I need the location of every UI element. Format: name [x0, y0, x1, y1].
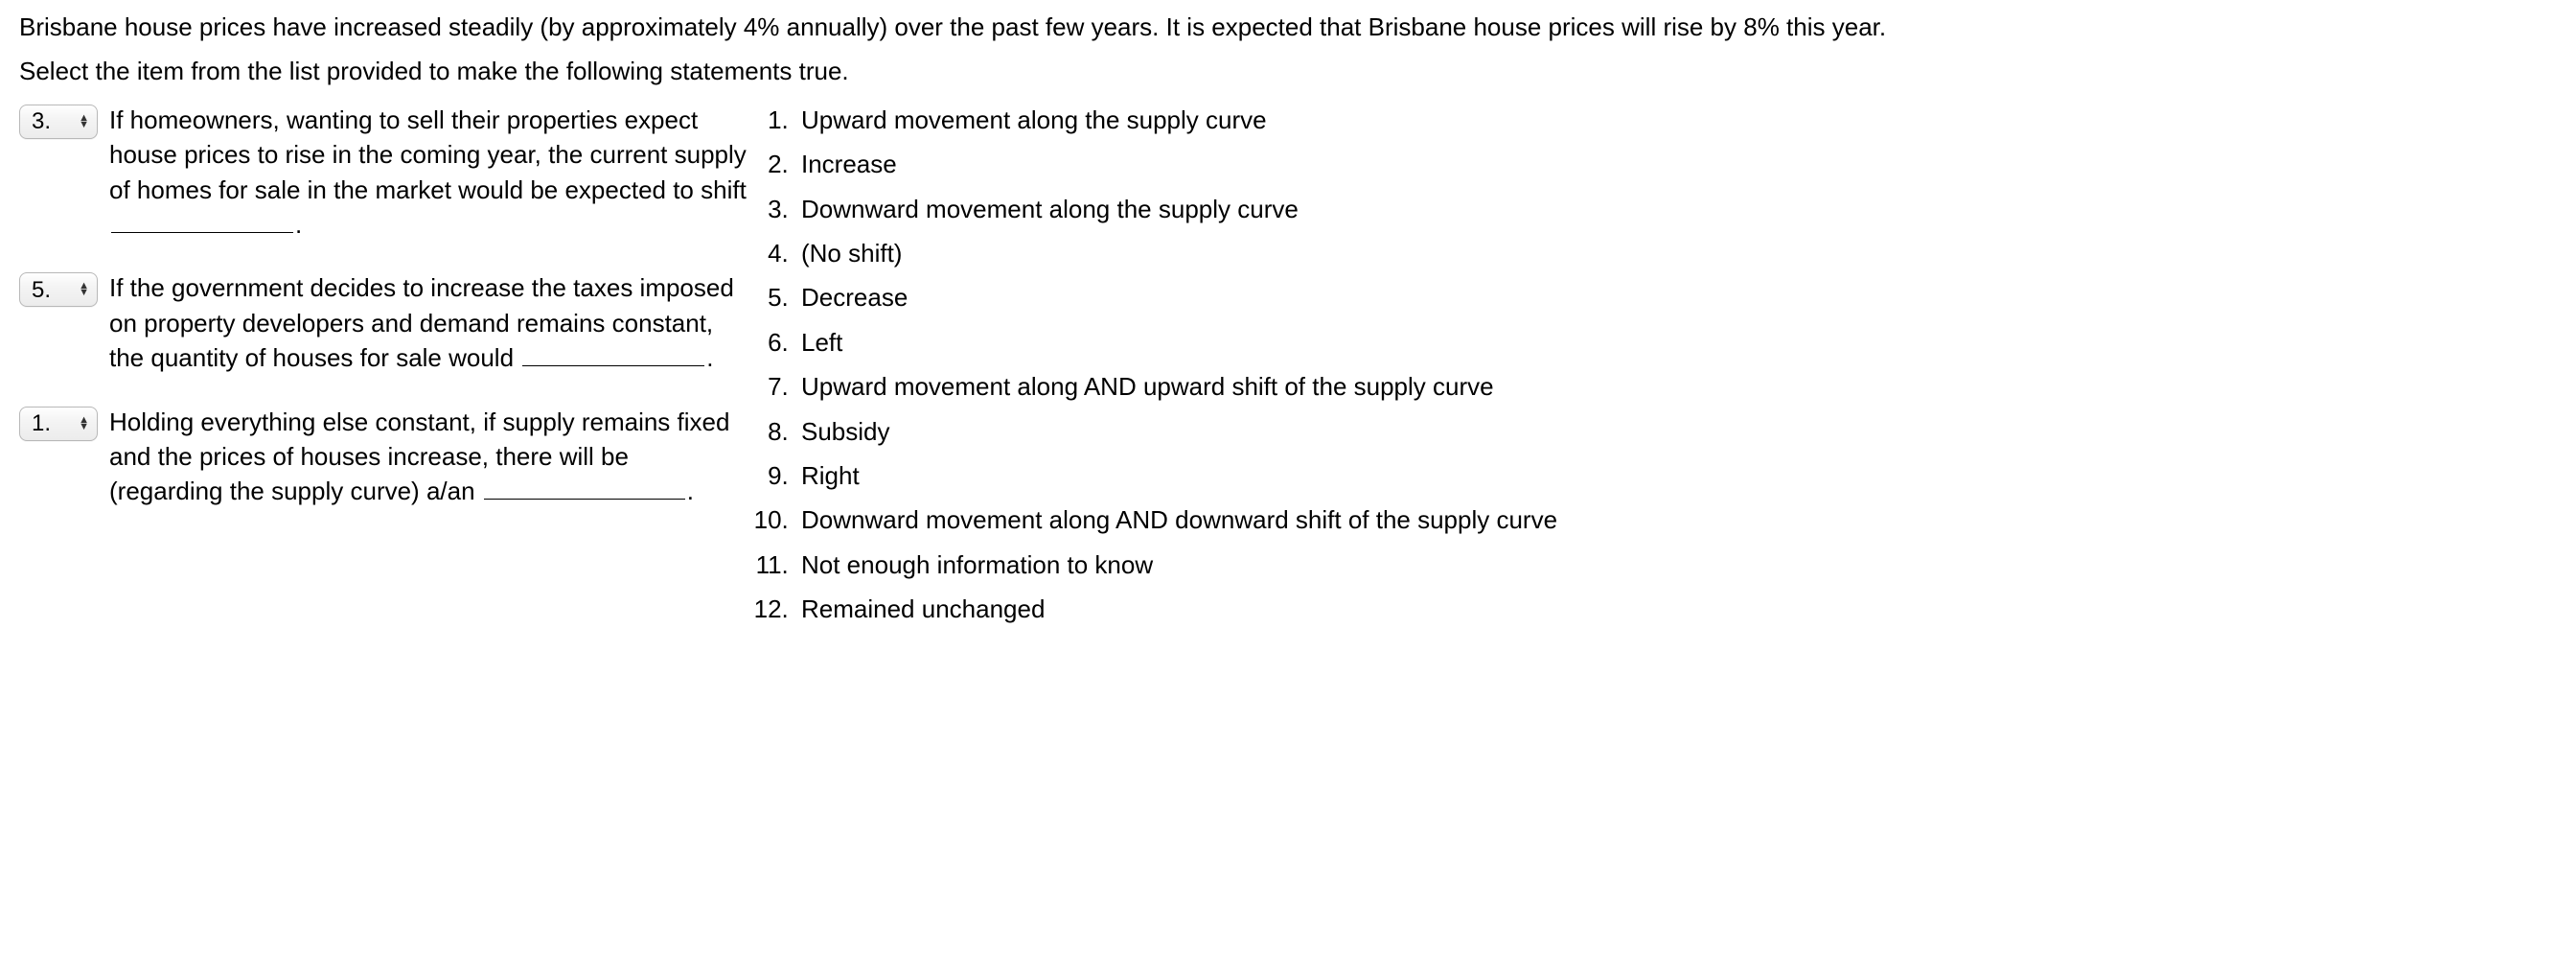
question-2-text: If the government decides to increase th… [109, 270, 748, 375]
main-columns: 3. ▲▼ If homeowners, wanting to sell the… [19, 103, 2557, 637]
answer-selector-2[interactable]: 5. ▲▼ [19, 272, 98, 307]
question-row-3: 1. ▲▼ Holding everything else constant, … [19, 405, 748, 509]
question-1-before: If homeowners, wanting to sell their pro… [109, 105, 747, 204]
question-row-2: 5. ▲▼ If the government decides to incre… [19, 270, 748, 375]
answer-selector-1[interactable]: 3. ▲▼ [19, 105, 98, 139]
intro-paragraph-2: Select the item from the list provided t… [19, 54, 2557, 88]
intro-block: Brisbane house prices have increased ste… [19, 10, 2557, 89]
answer-option: Remained unchanged [795, 592, 2557, 626]
answers-column: Upward movement along the supply curve I… [757, 103, 2557, 637]
answer-option: (No shift) [795, 236, 2557, 270]
answer-option: Downward movement along the supply curve [795, 192, 2557, 226]
question-2-blank [522, 340, 704, 366]
stepper-arrows-icon: ▲▼ [79, 283, 89, 296]
question-2-after: . [706, 343, 713, 372]
answer-option: Not enough information to know [795, 547, 2557, 582]
answer-option: Right [795, 458, 2557, 493]
answer-selector-3-value: 1. [32, 408, 51, 440]
question-row-1: 3. ▲▼ If homeowners, wanting to sell the… [19, 103, 748, 243]
question-3-blank [484, 474, 685, 500]
question-3-after: . [687, 477, 694, 505]
stepper-arrows-icon: ▲▼ [79, 115, 89, 128]
answer-option-list: Upward movement along the supply curve I… [757, 103, 2557, 627]
answer-option: Increase [795, 147, 2557, 181]
page-root: Brisbane house prices have increased ste… [0, 0, 2576, 645]
answer-selector-2-value: 5. [32, 274, 51, 307]
answer-option: Upward movement along the supply curve [795, 103, 2557, 137]
answer-option: Upward movement along AND upward shift o… [795, 369, 2557, 404]
answer-option: Downward movement along AND downward shi… [795, 502, 2557, 537]
question-1-text: If homeowners, wanting to sell their pro… [109, 103, 748, 243]
answer-selector-1-value: 3. [32, 105, 51, 138]
answer-option: Decrease [795, 280, 2557, 314]
question-1-after: . [295, 210, 302, 239]
answer-option: Subsidy [795, 414, 2557, 449]
intro-paragraph-1: Brisbane house prices have increased ste… [19, 10, 2557, 44]
answer-option: Left [795, 325, 2557, 360]
answer-selector-3[interactable]: 1. ▲▼ [19, 407, 98, 441]
stepper-arrows-icon: ▲▼ [79, 417, 89, 431]
question-3-text: Holding everything else constant, if sup… [109, 405, 748, 509]
question-1-blank [111, 207, 293, 233]
questions-column: 3. ▲▼ If homeowners, wanting to sell the… [19, 103, 748, 538]
